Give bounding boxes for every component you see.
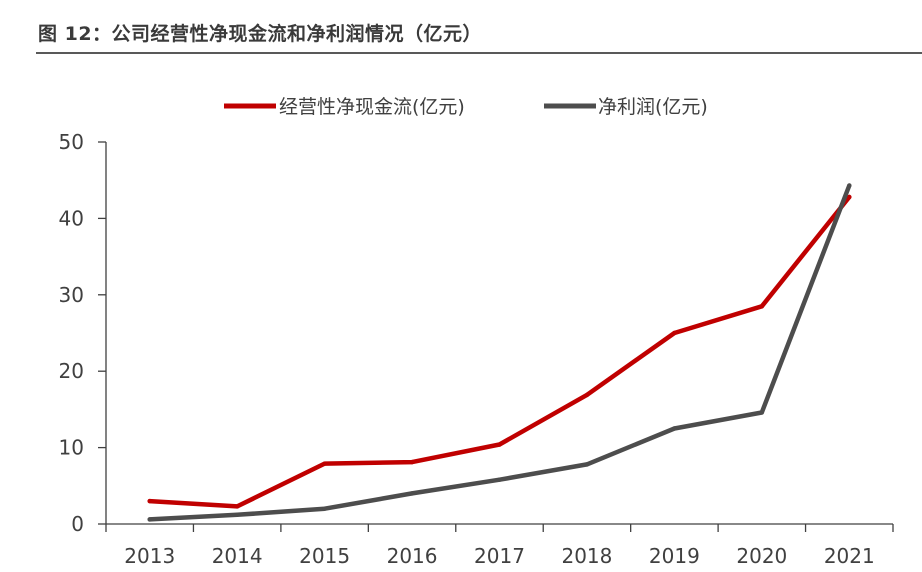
y-tick-label: 10	[59, 436, 84, 460]
x-tick-label: 2017	[474, 544, 525, 568]
x-axis: 2013 2014 2015 2016 2017 2018 2019 2020 2021	[105, 523, 894, 568]
data-point-cash-flow	[147, 498, 152, 504]
data-point-cash-flow	[497, 442, 502, 447]
data-point-net-profit	[759, 410, 765, 415]
data-point-cash-flow	[409, 459, 415, 465]
data-point-net-profit	[234, 512, 240, 518]
data-point-net-profit	[497, 477, 502, 482]
x-tick-label: 2020	[736, 544, 787, 568]
y-tick-label: 20	[59, 359, 84, 383]
data-point-net-profit	[147, 517, 152, 522]
title-divider	[36, 52, 922, 54]
x-tick-label: 2015	[299, 544, 350, 568]
y-axis: 0 10 20 30 40 50	[59, 130, 107, 536]
x-tick-label: 2021	[824, 544, 875, 568]
data-point-cash-flow	[847, 194, 852, 200]
data-point-cash-flow	[672, 330, 677, 336]
data-point-cash-flow	[584, 392, 590, 398]
data-point-net-profit	[584, 462, 590, 467]
x-tick-label: 2013	[124, 544, 175, 568]
x-tick-label: 2019	[649, 544, 700, 568]
data-point-net-profit	[672, 426, 677, 431]
legend-label-cash-flow: 经营性净现金流(亿元)	[279, 96, 465, 118]
data-point-cash-flow	[322, 461, 327, 466]
series-line-net-profit	[147, 183, 852, 522]
legend-label-net-profit: 净利润(亿元)	[598, 96, 708, 118]
series-line-cash-flow	[147, 194, 852, 509]
figure-title: 图 12：公司经营性净现金流和净利润情况（亿元）	[38, 23, 483, 45]
y-tick-label: 0	[71, 512, 84, 536]
y-tick-label: 40	[59, 206, 84, 230]
y-tick-label: 50	[59, 130, 84, 154]
series-layer	[147, 183, 852, 522]
y-tick-label: 30	[59, 283, 84, 307]
legend: 经营性净现金流(亿元) 净利润(亿元)	[224, 96, 708, 118]
x-tick-label: 2016	[387, 544, 438, 568]
data-point-net-profit	[847, 183, 852, 188]
x-tick-label: 2018	[561, 544, 612, 568]
data-point-cash-flow	[759, 304, 765, 309]
data-point-net-profit	[409, 491, 415, 496]
x-tick-label: 2014	[212, 544, 263, 568]
data-point-cash-flow	[234, 504, 240, 509]
data-point-net-profit	[322, 506, 327, 511]
